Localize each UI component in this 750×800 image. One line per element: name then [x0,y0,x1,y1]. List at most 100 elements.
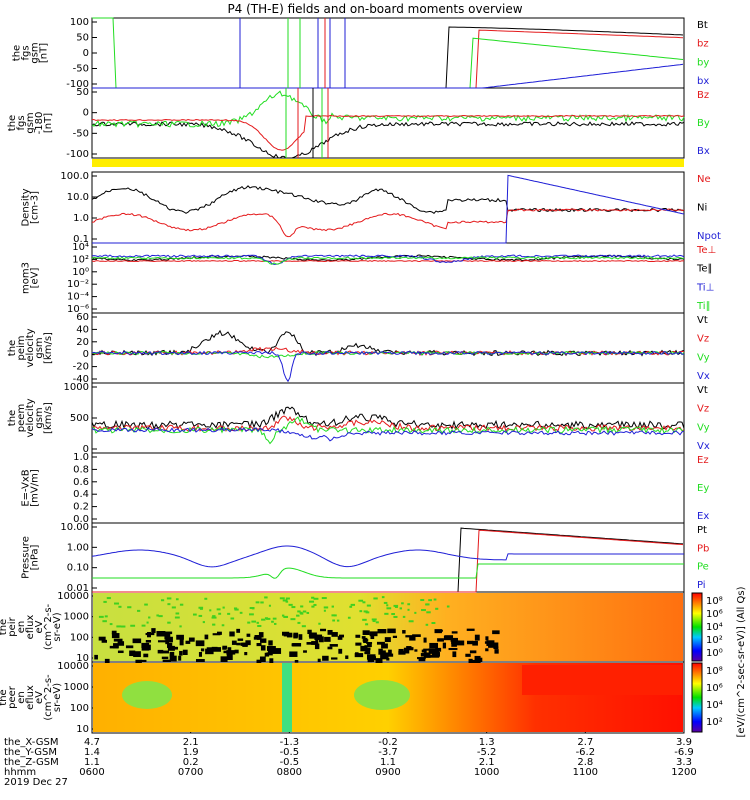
heatmap-cell [420,599,425,602]
heatmap-cell [469,650,477,654]
heatmap-cell [133,651,141,658]
heatmap-cell [474,655,481,661]
heatmap-cell [300,605,304,608]
heatmap-cell [369,631,378,637]
heatmap-cell [398,648,404,652]
xrow-value: -6.2 [575,747,596,758]
heatmap-cell [359,610,363,613]
legend-Vt: Vt [697,385,708,396]
ytick-label: 0.01 [67,583,89,594]
heatmap-cell [315,638,319,644]
heatmap-cell [405,635,414,638]
ylabel-line: peer [7,685,18,709]
heatmap-cell [266,617,271,620]
heatmap-cell [116,625,122,628]
heatmap-cell [308,632,317,638]
xrow-value: 0600 [79,767,105,778]
heatmap-cell [106,597,111,600]
heatmap-cell [260,601,264,604]
xrow-value: 1.9 [182,747,199,758]
heatmap-cell [247,621,251,624]
heatmap-cell [485,636,489,641]
heatmap-cell [273,622,277,625]
heatmap-cell [402,630,406,634]
heatmap-cell [293,634,298,639]
heatmap-cell [288,603,293,606]
heatmap-cell [169,651,175,657]
page-title: P4 (TH-E) fields and on-board moments ov… [227,2,523,16]
ytick-label: 0.4 [73,489,89,500]
heatmap-cell [169,655,177,662]
ylabel-line: gsm [34,337,45,358]
heatmap-cell [256,621,259,624]
heatmap-cell [117,641,125,646]
heatmap-cell [236,628,241,633]
heatmap-cell [174,646,179,650]
date-label: 2019 Dec 27 [4,777,68,788]
series-Npot [92,174,685,244]
heatmap-cell [231,640,237,645]
heatmap-cell [313,603,317,606]
heatmap-cell [426,611,431,614]
heatmap-cell [327,646,333,650]
ytick-label: 10⁻⁴ [67,292,89,303]
colorbar-upper-tick: 10⁴ [706,622,723,633]
heatmap-cell [266,652,273,656]
heatmap-cell [355,642,362,646]
heatmap-cell [253,636,259,640]
series-Pb [92,529,684,593]
ytick-label: 0.8 [73,464,89,475]
ylabel-line: gsm [25,112,36,133]
legend-Vz: Vz [697,334,709,345]
series-bx [92,63,684,89]
ylabel-line: the [12,45,23,61]
xrow-label: the_Y-GSM [4,747,58,758]
ylabel-line: eV [34,691,45,704]
xrow-value: -0.5 [279,747,300,758]
heatmap-cell [332,619,336,622]
xrow-value: 2.1 [478,757,495,768]
heatmap-cell [285,615,288,618]
ytick-label: 10000 [57,591,89,602]
legend-Bt: Bt [697,20,708,31]
ytick-label: 1000 [64,612,89,623]
heatmap-cell [392,635,398,639]
heatmap-cell [239,611,243,614]
ytick-label: -100 [66,149,89,160]
colorbar-upper-tick: 10⁰ [706,648,723,659]
heatmap-cell [216,608,221,611]
xrow-value: -6.9 [674,747,694,758]
legend-Pi: Pi [697,580,706,591]
series-Bt [92,26,684,89]
heatmap-cell [365,648,371,655]
ylabel-line: Pressure [21,536,32,579]
heatmap-cell [216,631,222,635]
heatmap-cell [296,614,300,617]
heatmap-cell [355,634,361,638]
heatmap-cell [425,623,429,626]
heatmap-cell [412,634,421,637]
heatmap-cell [320,628,327,632]
xrow-value: 1000 [473,767,500,778]
series-By [91,90,685,128]
heatmap-cell [167,645,175,651]
heatmap-cell [98,636,106,641]
heatmap-cell [279,597,285,600]
heatmap-cell [309,600,315,603]
heatmap-cell [125,645,134,649]
ylabel-line: gsm [30,42,41,63]
heatmap-cell [431,652,440,657]
heatmap-cell [226,650,236,655]
heatmap-cell [331,605,334,608]
legend-bx: bx [697,76,709,87]
series-peim-Vt [91,329,685,357]
heatmap-cell [384,637,391,643]
ylabel-line: velocity [25,398,36,437]
legend-Vx: Vx [697,441,710,452]
ytick-label: 0.0 [73,514,89,525]
heatmap-cell [366,604,371,607]
heatmap-cell [230,617,235,620]
colorbar-upper [691,592,703,662]
heatmap-cell [367,642,372,648]
